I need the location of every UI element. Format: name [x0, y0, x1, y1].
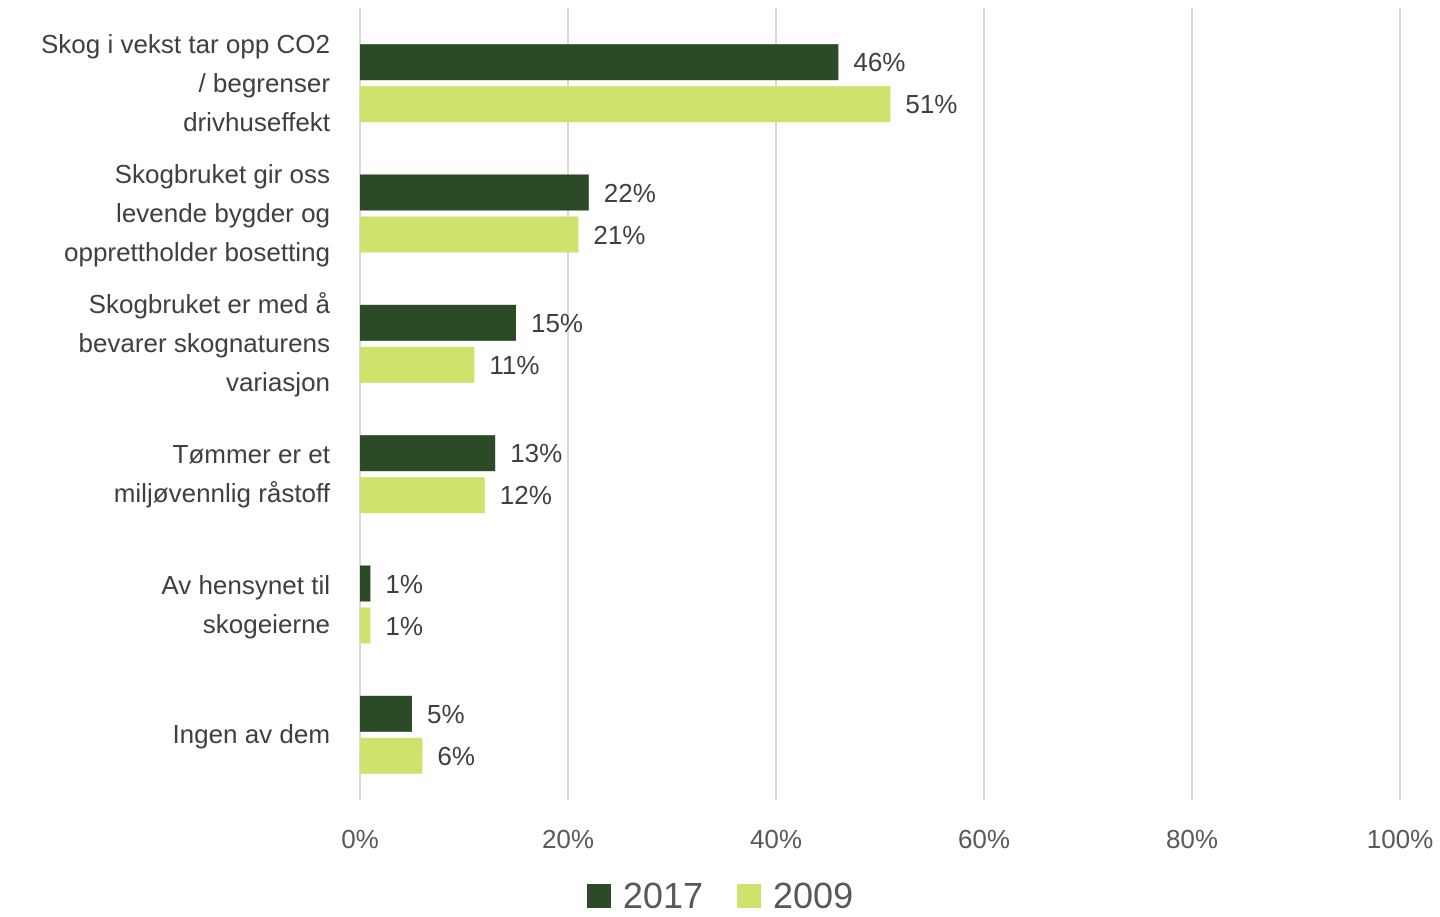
legend-item-2017: 2017 [586, 875, 703, 916]
bar-2017 [360, 304, 516, 341]
bar-2017 [360, 565, 371, 602]
x-tick-label: 40% [749, 824, 803, 854]
data-label-2009: 21% [593, 219, 646, 250]
legend-label-2017: 2017 [622, 875, 703, 916]
bar-2017 [360, 435, 496, 472]
x-tick-label: 20% [541, 824, 595, 854]
bar-2009 [360, 477, 485, 514]
x-tick-label: 100% [1366, 824, 1434, 854]
category-label: Av hensynet til skogeierne [161, 569, 330, 639]
bar-2009 [360, 346, 475, 383]
bar-2009 [360, 216, 579, 253]
bar-2017 [360, 174, 589, 211]
bar-2009 [360, 607, 371, 644]
legend-item-2009: 2009 [737, 876, 853, 916]
legend-label-2009: 2009 [773, 875, 854, 916]
legend: 2017 2009 [0, 876, 1440, 916]
data-label-2017: 5% [427, 698, 465, 729]
category-label: Ingen av dem [172, 719, 330, 750]
data-label-2009: 51% [905, 89, 958, 120]
legend-swatch-2009 [737, 884, 761, 908]
data-label-2017: 22% [603, 177, 656, 208]
data-label-2017: 15% [531, 307, 584, 338]
bar-2017 [360, 44, 839, 81]
bar-2009 [360, 86, 891, 123]
x-tick-label: 0% [341, 824, 379, 854]
legend-swatch-2017 [586, 884, 611, 908]
category-label: Skogbruket er med å bevarer skognaturens… [78, 289, 330, 398]
data-label-2009: 12% [499, 480, 552, 511]
category-label: Tømmer er et miljøvennlig råstoff [113, 439, 330, 509]
data-label-2017: 13% [510, 438, 563, 469]
data-label-2017: 46% [853, 47, 906, 78]
x-tick-label: 80% [1165, 824, 1219, 854]
data-label-2009: 1% [385, 610, 423, 641]
bar-2009 [360, 737, 423, 774]
data-label-2009: 11% [489, 349, 540, 380]
category-label: Skog i vekst tar opp CO2 / begrenser dri… [40, 28, 330, 137]
x-tick-label: 60% [957, 824, 1011, 854]
category-label: Skogbruket gir oss levende bygder og opp… [64, 159, 330, 267]
data-label-2009: 6% [437, 740, 475, 771]
bar-2017 [360, 695, 412, 732]
data-label-2017: 1% [385, 568, 423, 599]
